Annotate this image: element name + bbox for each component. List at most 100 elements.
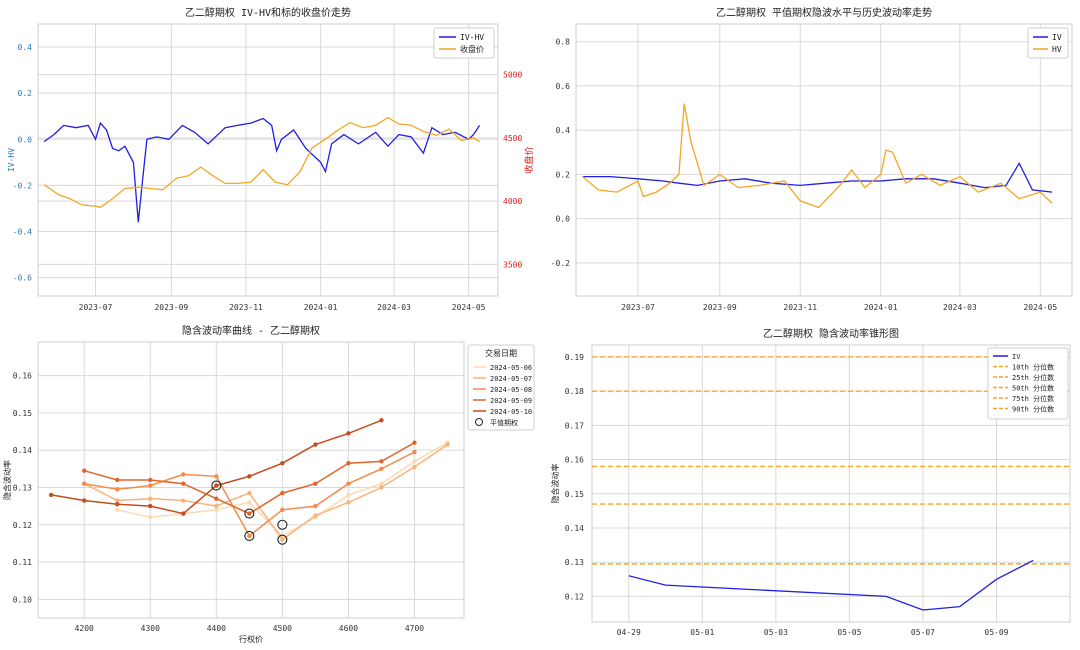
series-point <box>181 498 186 503</box>
legend-label: 25th 分位数 <box>1012 373 1054 382</box>
panel-ivhv-close: 乙二醇期权 IV-HV和标的收盘价走势 2023-07 2023-09 2023-11… <box>7 6 535 312</box>
series-point <box>49 492 54 498</box>
y-tick-label: 0.15 <box>565 490 584 499</box>
grid <box>38 24 498 296</box>
series-point <box>148 483 153 488</box>
legend-label: 10th 分位数 <box>1012 363 1054 372</box>
series-point <box>214 507 219 513</box>
series-point <box>115 507 120 513</box>
atm-marker <box>244 530 255 541</box>
series-point <box>181 511 186 516</box>
grid <box>576 24 1072 296</box>
y-tick-label: 0.0 <box>18 135 33 144</box>
y-tick-label: 0.12 <box>565 592 584 601</box>
y2-tick-label: 3500 <box>503 260 522 269</box>
x-tick-label: 4600 <box>339 624 358 633</box>
legend-box <box>987 347 1069 420</box>
x-tick-label: 05-05 <box>837 628 861 637</box>
x-tick-label: 2023-09 <box>703 303 737 312</box>
y-tick-label: -0.2 <box>13 181 32 190</box>
y-tick-label: 0.13 <box>13 483 32 492</box>
series-point <box>346 431 351 436</box>
legend-label: 2024-05-09 <box>490 397 532 405</box>
y-tick-label: 0.17 <box>565 421 584 430</box>
chart-title: 乙二醇期权 平值期权隐波水平与历史波动率走势 <box>716 6 932 19</box>
series-point <box>247 533 252 539</box>
atm-marker <box>277 519 288 530</box>
series-point <box>181 472 186 477</box>
series-point <box>313 503 318 509</box>
y-tick-label: 0.12 <box>13 521 32 530</box>
series-line-close <box>43 116 480 209</box>
x-tick-label: 05-03 <box>764 628 788 637</box>
series-point <box>148 515 153 520</box>
y-tick-label: 0.15 <box>13 409 32 418</box>
legend-label: HV <box>1052 45 1062 54</box>
legend-label: 90th 分位数 <box>1012 405 1054 414</box>
y2-tick-label: 4000 <box>503 197 522 206</box>
atm-marker <box>244 508 255 519</box>
series-point <box>379 466 384 472</box>
y-tick-label: 0.11 <box>13 558 32 567</box>
plot-frame <box>575 23 1073 297</box>
x-tick-label: 2024-03 <box>943 303 977 312</box>
chart-title: 隐含波动率曲线 - 乙二醇期权 <box>182 324 320 337</box>
plot-frame <box>37 23 499 297</box>
y2-axis-label: 收盘价 <box>523 146 535 173</box>
y-tick-label: 0.0 <box>556 215 571 224</box>
series-point <box>412 440 417 445</box>
series-point <box>115 502 120 507</box>
y-tick-label: 0.4 <box>556 126 571 135</box>
y-tick-label: 0.16 <box>13 372 32 381</box>
series-point <box>82 468 87 473</box>
series-line-hv <box>582 103 1053 209</box>
legend-label: IV <box>1052 33 1062 42</box>
x-tick-label: 2023-07 <box>621 303 655 312</box>
atm-marker <box>277 534 288 545</box>
x-tick-label: 2023-11 <box>229 303 263 312</box>
series-line-iv <box>628 559 1034 611</box>
series-point <box>313 442 318 447</box>
y-tick-label: 0.8 <box>556 38 571 47</box>
x-tick-label: 4500 <box>273 624 292 633</box>
series-point <box>412 464 417 470</box>
y-tick-label: 0.2 <box>556 170 571 179</box>
legend-atm-marker <box>475 418 483 426</box>
series-point <box>445 442 450 447</box>
x-tick-label: 2023-09 <box>154 303 188 312</box>
series-point <box>214 483 219 488</box>
series-point <box>148 496 153 501</box>
series-point <box>379 485 384 490</box>
series-point <box>280 507 285 513</box>
y-tick-label: -0.2 <box>551 259 570 268</box>
series-point <box>280 537 285 542</box>
y-tick-label: 0.14 <box>565 524 584 533</box>
y-tick-label: 0.13 <box>565 558 584 567</box>
x-tick-label: 04-29 <box>617 628 641 637</box>
x-tick-label: 2024-05 <box>1023 303 1057 312</box>
series-point <box>115 477 120 483</box>
x-tick-label: 05-07 <box>911 628 935 637</box>
y-tick-label: -0.4 <box>13 227 32 236</box>
series-point <box>247 511 252 516</box>
legend-label: 收盘价 <box>460 44 484 54</box>
legend-label: 2024-05-07 <box>490 375 532 383</box>
x-tick-label: 2024-01 <box>864 303 898 312</box>
series-point <box>379 481 384 486</box>
x-tick-label: 2024-01 <box>304 303 338 312</box>
legend-label: 2024-05-06 <box>490 364 532 372</box>
legend-label: 2024-05-10 <box>490 408 532 416</box>
y-axis-label: 隐含波动率 <box>2 460 12 500</box>
series-point <box>412 449 417 455</box>
x-tick-label: 4300 <box>141 624 160 633</box>
x-tick-label: 05-09 <box>984 628 1008 637</box>
series-point <box>346 481 351 486</box>
series-line-iv <box>582 161 1053 193</box>
x-tick-label: 2023-11 <box>783 303 817 312</box>
series-point <box>148 503 153 509</box>
series-point <box>280 461 285 466</box>
y-tick-label: 0.16 <box>565 456 584 465</box>
series-point <box>379 459 384 464</box>
